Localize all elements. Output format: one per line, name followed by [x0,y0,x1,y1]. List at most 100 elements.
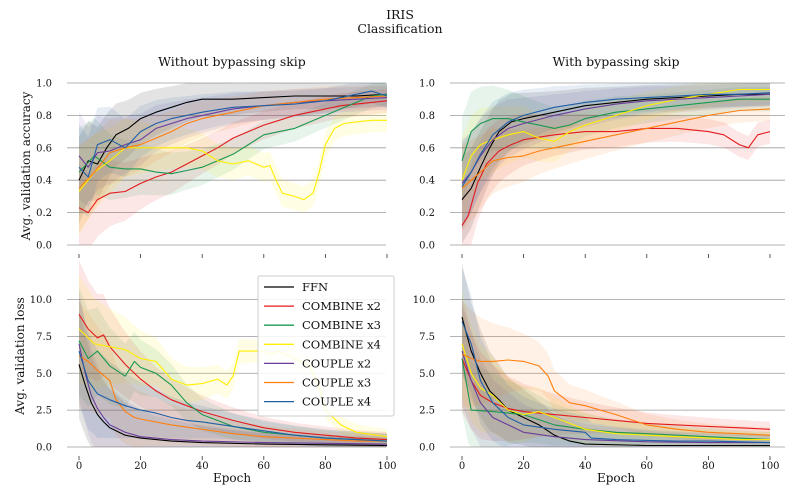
legend-label-combine-x3: COMBINE x3 [302,318,381,332]
series-lines [78,90,388,214]
x-tick-label: 80 [319,461,332,472]
band-ffn [462,83,770,244]
y-axis-label-loss: Avg. validation loss [13,297,27,416]
y-tick-label: 0.2 [36,208,52,219]
series-line-combine-x2 [78,100,388,214]
band-couple-x4 [79,297,387,447]
x-axis-label-right: Epoch [597,471,635,485]
y-tick-label: 0.2 [419,208,435,219]
series-line-combine-x4 [461,88,770,181]
y-tick-label: 5.0 [419,369,435,380]
series-line-combine-x2 [78,314,388,441]
series-line-couple-x2 [461,93,771,184]
y-tick-label: 5.0 [36,369,52,380]
x-tick-label: 20 [517,461,530,472]
series-line-combine-x4 [78,119,387,201]
y-tick-label: 10.0 [413,295,435,306]
band-combine-x4 [462,83,770,224]
x-axis-label-left: Epoch [213,471,251,485]
x-tick-label: 40 [579,461,592,472]
band-combine-x3 [79,83,387,216]
series-line-couple-x3 [78,95,388,189]
chart-panel-loss-without-bypass: 0.0 2.5 5.0 7.5 10.0 0 20 40 60 80 100 [30,260,397,472]
band-couple-x4 [462,267,770,447]
y-tick-label: 0.6 [419,143,435,154]
band-couple-x3 [462,97,770,232]
legend-label-couple-x2: COUPLE x2 [302,356,371,370]
y-tick-label: 1.0 [36,79,52,90]
band-combine-x2 [462,113,770,245]
band-ffn [462,263,770,447]
series-line-couple-x2 [78,343,388,445]
figure-title: IRIS [386,7,414,22]
y-tick-label: 10.0 [30,295,52,306]
y-tick-label: 7.5 [36,332,52,343]
x-tick-label: 40 [196,461,209,472]
y-tick-label: 0.8 [419,111,435,122]
x-tick-label: 100 [760,461,779,472]
series-line-couple-x4 [461,321,771,444]
band-couple-x2 [79,289,387,447]
panel-title-with-bypass: With bypassing skip [552,54,679,69]
series-line-couple-x4 [78,350,388,442]
band-couple-x3 [79,84,387,232]
band-couple-x2 [79,85,387,208]
y-tick-label: 2.5 [419,406,435,417]
series-line-ffn [78,364,388,447]
x-tick-label: 60 [257,461,270,472]
series-line-couple-x4 [78,90,388,178]
series-line-combine-x3 [78,93,388,175]
y-tick-label: 0.0 [419,443,435,454]
chart-panel-loss-with-bypass: 0.0 2.5 5.0 7.5 10.0 0 20 40 60 80 100 [413,263,785,472]
series-line-couple-x2 [461,350,770,444]
series-line-combine-x4 [461,343,770,441]
y-tick-label: 7.5 [419,332,435,343]
band-combine-x2 [79,260,387,447]
uncertainty-bands [462,83,770,245]
legend-label-combine-x4: COMBINE x4 [302,337,381,351]
uncertainty-bands [462,263,770,447]
band-couple-x2 [462,297,770,447]
legend-box [257,275,395,417]
y-axis-label-accuracy: Avg. validation accuracy [19,91,33,241]
y-tick-label: 1.0 [419,79,435,90]
panel-title-without-bypass: Without bypassing skip [158,54,306,69]
band-combine-x4 [462,289,770,447]
legend-label-ffn: FFN [302,280,328,294]
x-tick-label: 60 [640,461,653,472]
band-combine-x4 [79,108,387,236]
band-combine-x4 [79,275,387,445]
x-tick-label: 0 [76,461,82,472]
y-tick-label: 0.8 [36,111,52,122]
series-line-couple-x2 [78,97,388,168]
band-ffn [79,83,387,224]
band-couple-x3 [79,301,387,447]
series-line-combine-x2 [461,358,771,430]
legend-label-couple-x4: COUPLE x4 [302,395,371,409]
legend: FFN COMBINE x2 COMBINE x3 COMBINE x4 COUPLE … [257,275,395,417]
series-lines [461,317,771,447]
y-tick-label: 0.0 [419,241,435,252]
series-line-ffn [78,93,388,181]
y-tick-label: 2.5 [36,406,52,417]
x-tick-label: 80 [702,461,715,472]
x-tick-label: 0 [459,461,465,472]
series-line-combine-x3 [461,98,770,161]
series-line-couple-x3 [78,355,387,442]
legend-label-couple-x3: COUPLE x3 [302,376,371,390]
x-tick-label: 100 [377,461,396,472]
figure-subtitle: Classification [357,21,442,36]
series-line-couple-x3 [461,353,771,436]
chart-panel-accuracy-with-bypass: 0.0 0.2 0.4 0.6 0.8 1.0 [419,79,785,258]
band-ffn [79,310,387,447]
series-line-ffn [461,317,770,447]
y-tick-label: 0.6 [36,143,52,154]
y-tick-label: 0.0 [36,443,52,454]
series-line-couple-x3 [461,108,771,189]
series-lines [461,88,771,226]
band-couple-x4 [79,83,387,217]
x-tick-label: 20 [134,461,147,472]
chart-panel-accuracy-without-bypass: 0.0 0.2 0.4 0.6 0.8 1.0 [36,79,388,258]
legend-label-combine-x2: COMBINE x2 [302,299,381,313]
series-line-couple-x4 [461,92,771,187]
